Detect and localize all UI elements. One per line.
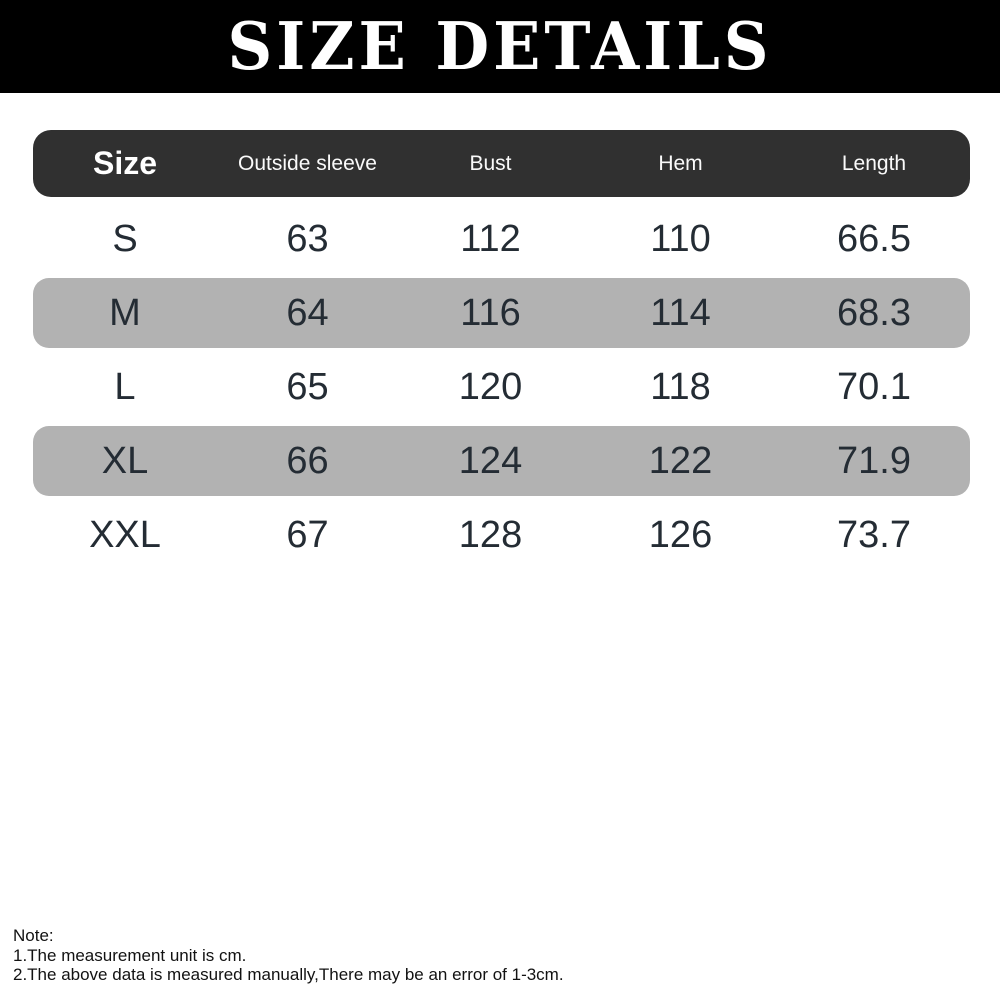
cell-outside-sleeve: 65: [286, 365, 329, 408]
cell-length: 66.5: [837, 217, 911, 260]
cell-size: M: [109, 291, 141, 334]
table-row-l: L 65 120 118 70.1: [33, 352, 970, 422]
cell-outside-sleeve: 67: [286, 513, 329, 556]
table-row-s: S 63 112 110 66.5: [33, 204, 970, 274]
cell-bust: 112: [460, 217, 521, 260]
cell-bust: 124: [458, 439, 523, 482]
cell-size: L: [114, 365, 136, 408]
column-header-size: Size: [92, 145, 158, 181]
column-header-bust: Bust: [469, 151, 512, 175]
note-line-1: 1.The measurement unit is cm.: [13, 945, 247, 965]
table-row-m: M 64 116 114 68.3: [33, 278, 970, 348]
table-row-xxl: XXL 67 128 126 73.7: [33, 500, 970, 570]
cell-outside-sleeve: 63: [286, 217, 329, 260]
cell-outside-sleeve: 66: [286, 439, 329, 482]
cell-size: XL: [101, 439, 149, 482]
notes-heading: Note:: [13, 926, 54, 945]
cell-length: 68.3: [837, 291, 911, 334]
column-header-outside-sleeve: Outside sleeve: [238, 151, 377, 175]
column-header-length: Length: [841, 151, 907, 175]
cell-length: 73.7: [837, 513, 911, 556]
cell-bust: 116: [460, 291, 521, 334]
note-line-2: 2.The above data is measured manually,Th…: [13, 965, 564, 984]
table-row-xl: XL 66 124 122 71.9: [33, 426, 970, 496]
cell-length: 70.1: [837, 365, 911, 408]
cell-hem: 118: [650, 365, 711, 408]
cell-size: XXL: [89, 513, 161, 556]
cell-bust: 120: [458, 365, 523, 408]
table-body: S 63 112 110 66.5 M 64 116 114 68.3 L 65…: [33, 204, 970, 570]
size-table: Size Outside sleeve Bust Hem Length S 63…: [33, 130, 970, 570]
notes-block: Note: 1.The measurement unit is cm. 2.Th…: [13, 926, 564, 985]
column-header-hem: Hem: [658, 151, 703, 175]
cell-hem: 126: [648, 513, 713, 556]
cell-length: 71.9: [837, 439, 911, 482]
cell-size: S: [112, 217, 138, 260]
cell-hem: 122: [648, 439, 713, 482]
page-title: SIZE DETAILS: [227, 8, 773, 85]
cell-hem: 114: [650, 291, 711, 334]
cell-bust: 128: [458, 513, 523, 556]
table-header-row: Size Outside sleeve Bust Hem Length: [33, 130, 970, 197]
cell-outside-sleeve: 64: [286, 291, 329, 334]
cell-hem: 110: [650, 217, 711, 260]
title-banner: SIZE DETAILS: [0, 0, 1000, 93]
